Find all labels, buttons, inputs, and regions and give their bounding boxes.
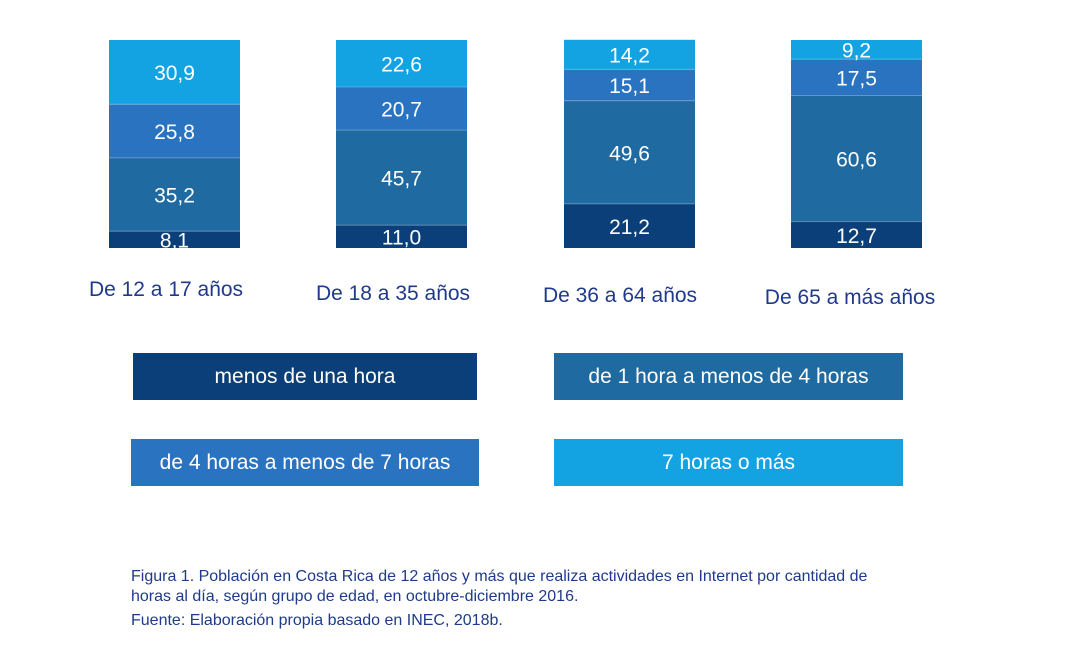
bar-value-label: 49,6 — [609, 142, 650, 165]
legend-item-less-than-one-hour: menos de una hora — [133, 353, 477, 400]
bar-segment — [336, 130, 467, 226]
legend-item-7-hours-or-more: 7 horas o más — [554, 439, 903, 486]
bar-segment — [336, 87, 467, 131]
bar-segment — [791, 40, 922, 60]
bar-segment — [564, 100, 695, 204]
bar-segment — [564, 69, 695, 101]
bar-value-label: 25,8 — [154, 121, 195, 144]
bar-value-label: 9,2 — [842, 40, 871, 63]
bar-value-label: 12,7 — [836, 225, 877, 248]
bar-value-label: 35,2 — [154, 185, 195, 208]
bar-segment — [336, 40, 467, 88]
figure-caption-line-1: Figura 1. Población en Costa Rica de 12 … — [131, 568, 868, 585]
figure-caption-line-2: horas al día, según grupo de edad, en oc… — [131, 588, 579, 605]
bar-value-label: 21,2 — [609, 216, 650, 239]
figure-source-line: Fuente: Elaboración propia basado en INE… — [131, 612, 503, 629]
bar-segment — [791, 221, 922, 248]
bar-value-label: 60,6 — [836, 149, 877, 172]
bar-segment — [791, 59, 922, 96]
bar-segment — [109, 231, 240, 248]
bar-segment — [109, 157, 240, 232]
bar-value-label: 14,2 — [609, 45, 650, 68]
bar-value-label: 8,1 — [160, 230, 189, 253]
bar-value-label: 30,9 — [154, 62, 195, 85]
bar-value-label: 11,0 — [382, 227, 421, 250]
bar-value-label: 17,5 — [836, 67, 877, 90]
category-label: De 36 a 64 años — [543, 284, 697, 307]
bar-segment — [564, 39, 695, 70]
legend-item-4-to-7-hours: de 4 horas a menos de 7 horas — [131, 439, 479, 486]
category-label: De 18 a 35 años — [316, 282, 470, 305]
bar-segment — [109, 104, 240, 158]
bar-value-label: 15,1 — [609, 75, 650, 98]
category-label: De 12 a 17 años — [89, 278, 243, 301]
legend-item-1-to-4-hours: de 1 hora a menos de 4 horas — [554, 353, 903, 400]
bar-segment — [564, 203, 695, 248]
bar-segment — [336, 225, 467, 248]
bar-value-label: 20,7 — [381, 99, 422, 122]
bar-segment — [109, 40, 240, 105]
bar-segment — [791, 95, 922, 222]
bar-value-label: 45,7 — [381, 168, 422, 191]
bar-value-label: 22,6 — [381, 54, 422, 77]
category-label: De 65 a más años — [765, 286, 935, 309]
stacked-bar-chart: 8,1 35,2 25,8 30,9 De 12 a 17 años 11,0 45,7 20… — [89, 39, 935, 309]
